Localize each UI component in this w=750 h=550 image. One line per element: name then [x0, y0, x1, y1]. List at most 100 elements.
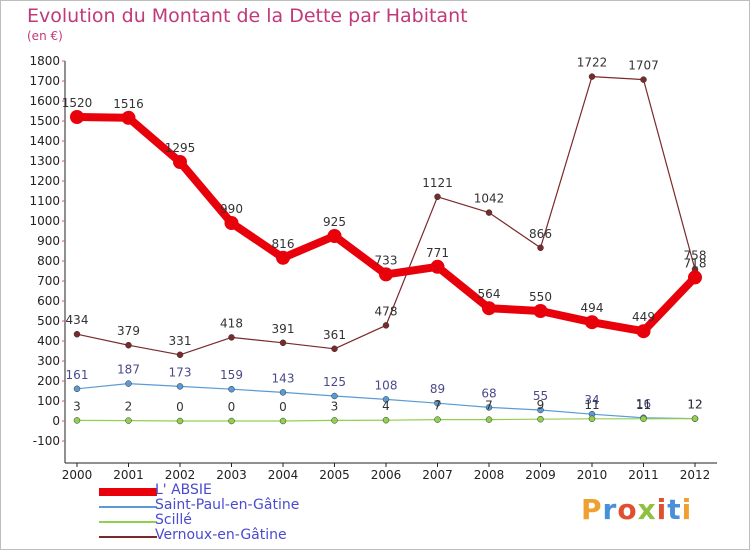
y-tick-label: 1500 — [29, 114, 60, 128]
y-tick-label: 1700 — [29, 74, 60, 88]
data-label: 331 — [169, 334, 192, 348]
data-point — [279, 389, 287, 396]
data-point — [485, 404, 493, 411]
data-point — [327, 229, 342, 243]
x-tick-label: 2005 — [319, 468, 350, 482]
data-label: 990 — [220, 202, 243, 216]
y-tick-label: 1100 — [29, 194, 60, 208]
data-label: 7 — [434, 399, 442, 413]
x-tick-label: 2003 — [216, 468, 247, 482]
y-tick-label: 500 — [37, 314, 60, 328]
data-point — [73, 385, 81, 393]
data-point — [73, 417, 81, 424]
y-tick-label: 200 — [37, 374, 60, 388]
data-label: 718 — [684, 256, 707, 270]
data-label: 0 — [279, 400, 287, 414]
data-label: 361 — [323, 328, 346, 342]
data-label: 771 — [426, 246, 449, 260]
y-tick-label: 1800 — [29, 54, 60, 68]
legend-label: L' ABSIE — [155, 482, 212, 498]
x-tick-label: 2012 — [680, 468, 711, 482]
data-label: 418 — [220, 316, 243, 330]
logo-letter: P — [581, 493, 603, 526]
x-tick-label: 2007 — [422, 468, 453, 482]
y-tick-label: 400 — [37, 334, 60, 348]
y-tick-label: 600 — [37, 294, 60, 308]
y-tick-label: 1300 — [29, 154, 60, 168]
data-point — [176, 417, 184, 425]
data-point — [279, 339, 287, 347]
data-point — [537, 406, 544, 414]
logo-letter: i — [656, 493, 668, 526]
data-point — [228, 417, 235, 425]
data-label: 3 — [331, 399, 339, 413]
y-tick-label: -100 — [33, 434, 60, 448]
x-tick-label: 2001 — [113, 468, 144, 482]
data-label: 494 — [581, 301, 604, 315]
data-label: 0 — [176, 400, 184, 414]
data-label: 1042 — [474, 192, 505, 206]
legend-label: Scillé — [155, 512, 192, 528]
data-point — [228, 334, 235, 341]
data-label: 1121 — [422, 176, 453, 190]
data-point — [331, 392, 338, 400]
data-label: 68 — [481, 386, 496, 400]
chart-title: Evolution du Montant de la Dette par Hab… — [27, 5, 468, 27]
data-label: 478 — [375, 304, 398, 318]
data-label: 143 — [272, 371, 295, 385]
data-point — [537, 244, 544, 252]
chart-unit-label: (en €) — [27, 29, 63, 43]
data-point — [482, 301, 496, 316]
data-point — [70, 110, 84, 124]
data-point — [382, 322, 390, 329]
data-label: 733 — [375, 253, 398, 267]
data-label: 173 — [169, 365, 192, 379]
logo-letter: x — [637, 493, 657, 526]
x-tick-label: 2009 — [525, 468, 556, 482]
data-label: 449 — [632, 310, 655, 324]
data-label: 1520 — [62, 96, 93, 110]
x-tick-label: 2008 — [474, 468, 505, 482]
data-label: 12 — [687, 398, 702, 412]
data-point — [585, 315, 599, 330]
y-tick-label: 100 — [37, 394, 60, 408]
y-tick-label: 1400 — [29, 134, 60, 148]
data-label: 9 — [537, 398, 545, 412]
data-point — [691, 415, 699, 422]
x-tick-label: 2011 — [628, 468, 659, 482]
data-label: 1516 — [113, 97, 144, 111]
x-tick-label: 2004 — [268, 468, 299, 482]
logo-letter: o — [617, 493, 638, 526]
data-label: 550 — [529, 290, 552, 304]
data-point — [125, 380, 132, 387]
data-point — [173, 155, 187, 169]
data-label: 434 — [66, 313, 89, 327]
data-point — [434, 193, 441, 201]
data-label: 1707 — [628, 59, 659, 73]
data-point — [588, 73, 596, 80]
data-label: 866 — [529, 227, 552, 241]
data-point — [176, 351, 184, 359]
data-point — [537, 415, 544, 423]
data-point — [533, 304, 548, 318]
data-label: 89 — [430, 382, 445, 396]
y-tick-label: 1200 — [29, 174, 60, 188]
legend-label: Saint-Paul-en-Gâtine — [155, 497, 300, 513]
legend-swatch — [99, 488, 157, 496]
data-label: 12 — [687, 398, 702, 412]
data-point — [434, 399, 441, 407]
data-label: 1295 — [165, 141, 196, 155]
data-label: 161 — [66, 368, 89, 382]
data-point — [430, 259, 445, 274]
y-tick-label: 0 — [52, 414, 60, 428]
data-point — [382, 396, 390, 403]
data-label: 125 — [323, 375, 346, 389]
y-tick-label: 1000 — [29, 214, 60, 228]
data-label: 925 — [323, 215, 346, 229]
data-point — [636, 324, 651, 339]
proxiti-logo: Proxiti — [581, 493, 692, 526]
data-label: 11 — [584, 398, 599, 412]
data-label: 159 — [220, 368, 243, 382]
